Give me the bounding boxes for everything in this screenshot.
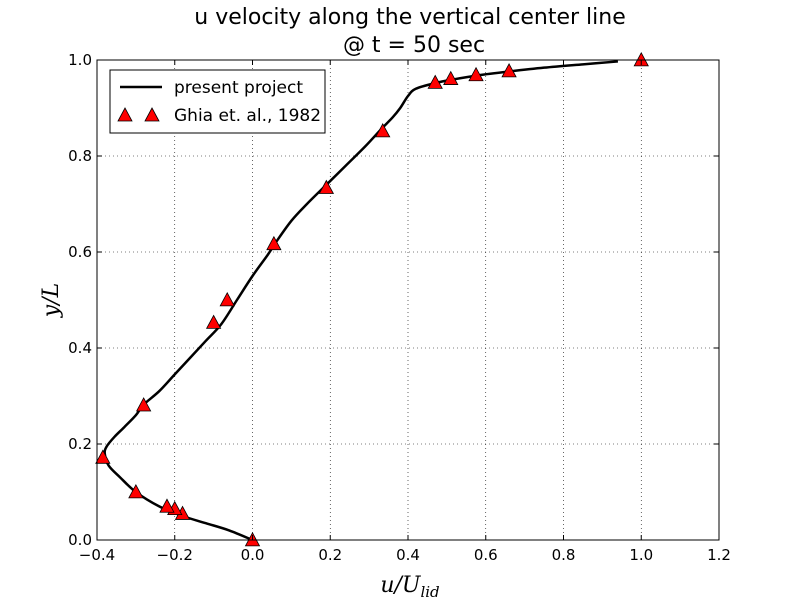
y-tick-label: 0.8 xyxy=(68,147,92,165)
legend-marker-triangle-1 xyxy=(117,107,133,122)
data-point-ghia xyxy=(266,235,282,251)
x-axis-label-main: u/U xyxy=(380,573,422,598)
legend-label-ghia: Ghia et. al., 1982 xyxy=(174,106,321,126)
data-point-ghia xyxy=(219,292,235,307)
x-tick-label: 0.2 xyxy=(318,546,342,564)
data-point-ghia xyxy=(205,314,222,329)
data-point-ghia xyxy=(128,484,144,499)
y-tick-label: 0.4 xyxy=(68,339,92,357)
y-tick-label: 0.6 xyxy=(68,243,92,261)
x-tick-label: 0.4 xyxy=(396,546,420,564)
y-tick-label: 0.2 xyxy=(68,435,92,453)
ticks: −0.4 −0.2 0.0 0.2 0.4 0.6 0.8 1.0 1.2 0.0 0.2 0.4 0.… xyxy=(68,51,731,564)
data-point-ghia xyxy=(468,66,484,82)
x-tick-label: 0.8 xyxy=(552,546,576,564)
chart-title-line-1: u velocity along the vertical center lin… xyxy=(194,5,625,30)
legend: present project Ghia et. al., 1982 xyxy=(109,69,326,134)
plot-area-series xyxy=(95,52,649,547)
x-axis-label: u/Ulid xyxy=(380,573,439,600)
data-point-ghia xyxy=(501,63,517,78)
data-point-ghia xyxy=(95,449,111,464)
x-tick-label: −0.4 xyxy=(79,546,115,564)
y-axis-label: y/L xyxy=(39,283,64,318)
series-line-present-project xyxy=(103,60,619,542)
data-point-ghia xyxy=(443,70,459,85)
x-tick-label: 0.0 xyxy=(241,546,265,564)
chart-title-line-2: @ t = 50 sec xyxy=(343,33,485,58)
x-axis-label-subscript: lid xyxy=(420,583,439,600)
x-tick-label: 1.2 xyxy=(707,546,731,564)
y-tick-label: 0.0 xyxy=(68,531,92,549)
data-point-ghia xyxy=(159,498,175,513)
y-tick-label: 1.0 xyxy=(68,51,92,69)
x-tick-label: 0.6 xyxy=(474,546,498,564)
legend-marker-triangle-2 xyxy=(144,107,160,122)
x-tick-label: −0.2 xyxy=(157,546,193,564)
data-point-ghia xyxy=(427,74,443,89)
data-point-ghia xyxy=(633,52,649,67)
data-point-ghia xyxy=(318,179,335,194)
data-point-ghia xyxy=(375,123,391,138)
legend-box xyxy=(109,69,326,134)
data-point-ghia xyxy=(135,397,152,412)
legend-label-present-project: present project xyxy=(174,78,303,98)
x-tick-label: 1.0 xyxy=(629,546,653,564)
